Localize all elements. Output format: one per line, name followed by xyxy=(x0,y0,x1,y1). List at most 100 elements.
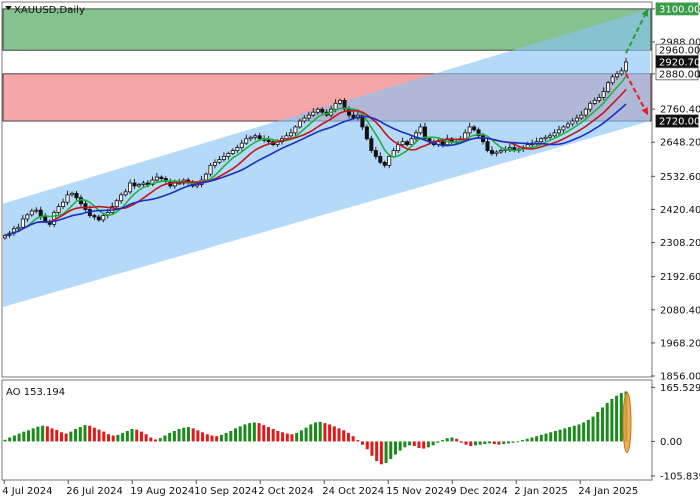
candle-body xyxy=(221,156,226,160)
ao-bar xyxy=(521,440,524,442)
ao-bar xyxy=(445,438,449,442)
candle-body xyxy=(114,200,119,208)
x-tick-label: 4 Jul 2024 xyxy=(2,486,52,497)
candle-body xyxy=(382,161,387,166)
ao-bar xyxy=(12,435,16,442)
candle-body xyxy=(128,182,133,193)
candle xyxy=(114,198,119,209)
ao-bar xyxy=(97,429,101,442)
candle-body xyxy=(70,192,75,196)
ao-y-tick-label: -105.839 xyxy=(660,472,700,483)
ao-bar xyxy=(553,430,557,442)
candle-body xyxy=(396,144,401,151)
ao-bar xyxy=(455,438,459,442)
price-badge-bg xyxy=(655,67,699,81)
candle xyxy=(25,213,30,222)
price-badge-label: 2720.00 xyxy=(659,117,700,128)
y-tick-label: 2080.40 xyxy=(660,305,700,316)
candle xyxy=(570,118,575,127)
ao-highlight-ellipse xyxy=(622,391,632,453)
ao-bar xyxy=(304,427,308,442)
candle xyxy=(293,125,298,136)
x-tick-label: 24 Jan 2025 xyxy=(578,486,638,497)
ao-bar xyxy=(610,398,614,442)
candle-body xyxy=(539,138,544,143)
y-tick-label: 2420.40 xyxy=(660,205,700,216)
ao-bar xyxy=(266,427,270,442)
ao-bar xyxy=(497,441,501,445)
candle-body xyxy=(463,132,468,140)
candle-body xyxy=(615,73,620,78)
candle-body xyxy=(556,129,561,134)
ao-bar xyxy=(172,430,176,442)
ao-bar xyxy=(478,441,482,445)
candle-body xyxy=(141,182,146,185)
ao-bar xyxy=(309,424,313,442)
ao-bar xyxy=(215,436,219,442)
ao-bar xyxy=(205,434,209,442)
candle-body xyxy=(405,141,410,146)
candle-body xyxy=(409,138,414,146)
x-tick-label: 2 Oct 2024 xyxy=(258,486,313,497)
price-badge: 2720.00 xyxy=(655,114,700,128)
candle-body xyxy=(472,126,477,131)
ao-bar xyxy=(412,441,416,447)
ao-bar xyxy=(276,430,280,442)
candle xyxy=(574,114,579,124)
ao-bar xyxy=(568,427,572,442)
ao-bar xyxy=(168,432,172,442)
ao-bar xyxy=(69,431,73,442)
ao-title: AO 153.194 xyxy=(6,387,65,398)
candle xyxy=(244,134,249,145)
ao-bar xyxy=(285,433,289,442)
candle xyxy=(579,111,584,120)
candle xyxy=(16,223,21,231)
candle-body xyxy=(588,102,593,110)
ao-bar xyxy=(210,435,214,442)
candle-body xyxy=(338,99,343,104)
candle-body xyxy=(333,102,338,110)
candle xyxy=(552,129,557,138)
price-badge-bg xyxy=(655,114,699,128)
candle-body xyxy=(204,173,209,181)
ao-bar xyxy=(36,426,40,442)
candle xyxy=(467,122,472,136)
ao-bar xyxy=(346,432,350,442)
candle-body xyxy=(601,91,606,98)
candle-body xyxy=(288,132,293,137)
candle xyxy=(212,159,217,169)
ao-bar xyxy=(483,441,487,445)
candle-body xyxy=(83,203,88,210)
candle xyxy=(338,98,343,106)
ao-bar xyxy=(102,431,106,442)
ao-bar xyxy=(219,434,223,442)
ao-bar xyxy=(3,439,7,442)
ao-bar xyxy=(572,425,576,442)
candle-body xyxy=(342,99,347,110)
candle-body xyxy=(422,126,427,140)
candle xyxy=(315,107,320,115)
candle-body xyxy=(306,114,311,119)
dropdown-triangle-icon[interactable] xyxy=(5,6,12,10)
candle-body xyxy=(217,159,222,163)
chart-title: XAUUSD,Daily xyxy=(14,5,85,16)
candle xyxy=(342,98,347,112)
ao-bar xyxy=(596,412,600,442)
candle xyxy=(472,125,477,132)
candle xyxy=(592,97,597,106)
candle-body xyxy=(244,138,249,144)
candle xyxy=(141,180,146,187)
ao-bar xyxy=(511,441,515,443)
ao-bar xyxy=(530,437,534,442)
candle-body xyxy=(248,136,253,140)
ao-bar xyxy=(328,424,332,442)
forecast-arrow-up xyxy=(625,8,649,54)
ao-bar xyxy=(186,427,190,442)
candle xyxy=(624,57,629,74)
ao-bar xyxy=(393,441,397,455)
ao-bar xyxy=(135,429,139,442)
x-tick-label: 19 Aug 2024 xyxy=(130,486,194,497)
candle xyxy=(56,203,61,215)
y-tick-label: 2988.00 xyxy=(660,37,700,48)
ao-bar xyxy=(619,393,623,442)
